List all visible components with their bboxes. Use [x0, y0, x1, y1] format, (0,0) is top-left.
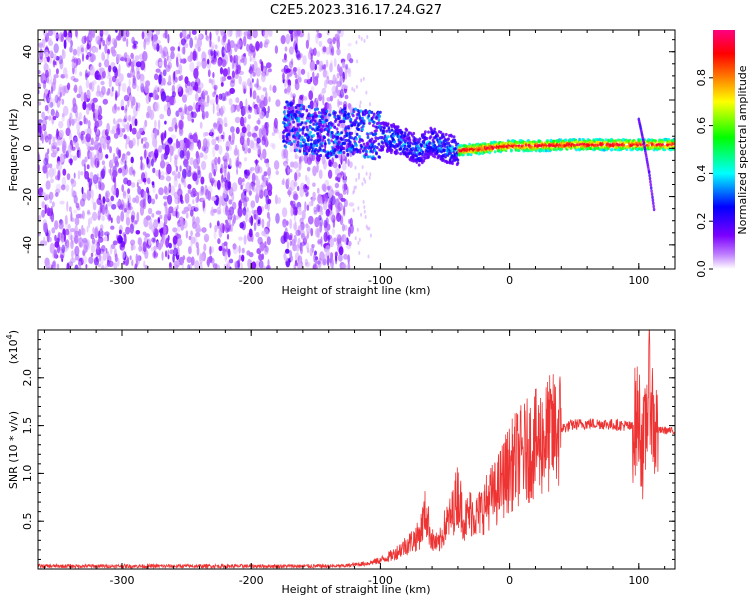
snr-series-line — [38, 330, 675, 568]
x-tick-label: -300 — [110, 274, 135, 287]
y-tick-label: -20 — [21, 188, 34, 206]
y-tick-label: 40 — [21, 45, 34, 59]
snr-x-label: Height of straight line (km) — [281, 583, 430, 596]
colorbar-tick-label: 0.6 — [695, 117, 708, 135]
snr-frame — [38, 330, 675, 569]
colorbar-tick-label: 0.8 — [695, 69, 708, 87]
y-tick-label: 20 — [21, 93, 34, 107]
spectrogram-y-label: Frequency (Hz) — [7, 109, 20, 192]
x-tick-label: 0 — [506, 274, 513, 287]
snr-y-label: SNR (10 * v/v) — [7, 411, 20, 489]
figure-title: C2E5.2023.316.17.24.G27 — [270, 3, 442, 18]
y-tick-label: 1.0 — [21, 465, 34, 483]
x-tick-label: -200 — [239, 574, 264, 587]
colorbar-tick-label: 0.2 — [695, 212, 708, 230]
colorbar-tick-label: 0.4 — [695, 165, 708, 183]
spectrogram-heatmap — [36, 26, 677, 274]
x-tick-label: 100 — [628, 574, 649, 587]
colorbar-label: Normalized spectral amplitude — [736, 65, 749, 234]
x-tick-label: 0 — [506, 574, 513, 587]
snr-panel: -300 -200 -100 0 100 0.51.01.52.0 Height of … — [5, 330, 675, 596]
y-tick-label: 2.0 — [21, 369, 34, 387]
x-tick-label: -200 — [239, 274, 264, 287]
colorbar: 0.0 0.2 0.4 0.6 0.8 Normalized spectral ampl… — [695, 30, 749, 278]
snr-y-ticks: 0.5 1.0 1.5 2.0 — [21, 330, 675, 569]
x-tick-label: 100 — [628, 274, 649, 287]
colorbar-tick-label: 0.0 — [695, 260, 708, 278]
y-tick-label: -40 — [21, 236, 34, 254]
spectrogram-x-label: Height of straight line (km) — [281, 284, 430, 297]
svg-text:(x104): (x104) — [5, 330, 20, 364]
snr-scale-label: (x104) — [5, 330, 20, 364]
colorbar-ticks: 0.0 0.2 0.4 0.6 0.8 — [695, 69, 713, 278]
x-tick-label: -300 — [110, 574, 135, 587]
colorbar-gradient — [713, 30, 735, 269]
y-tick-label: 1.5 — [21, 417, 34, 435]
y-tick-label: 0 — [21, 145, 34, 152]
snr-x-ticks: -300 -200 -100 0 100 — [44, 330, 664, 587]
y-tick-label: 0.5 — [21, 512, 34, 530]
